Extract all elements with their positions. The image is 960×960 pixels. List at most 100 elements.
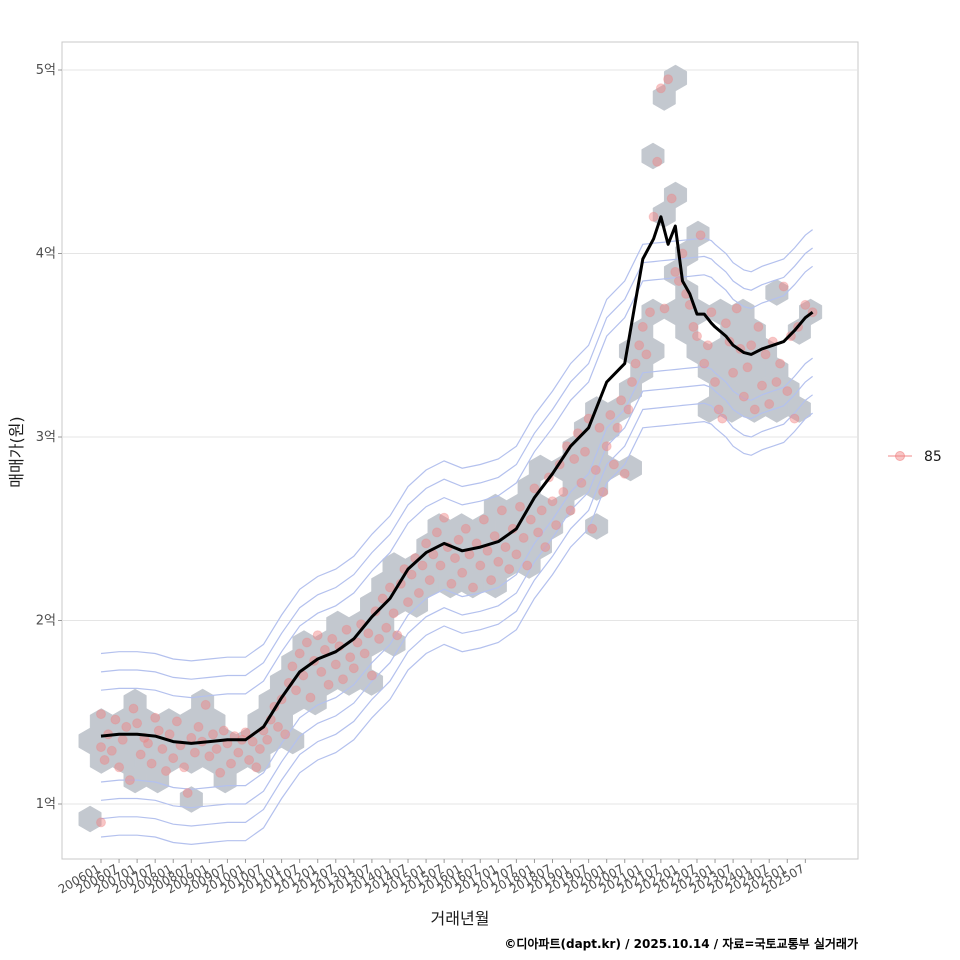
scatter-point [717,413,728,424]
scatter-point [99,755,110,765]
scatter-point [124,775,135,786]
scatter-point [168,753,179,764]
scatter-point [630,358,641,369]
source-caption: ©디아파트(dapt.kr) / 2025.10.14 / 자료=국토교통부 실… [504,936,858,951]
scatter-point [388,608,399,619]
hex-bin [787,396,811,423]
scatter-point [164,729,175,740]
scatter-point [518,532,529,543]
legend-label: 85 [924,449,942,465]
scatter-point [215,767,226,778]
scatter-point [413,588,424,598]
scatter-point [731,303,742,314]
scatter-point [323,679,334,690]
scatter-point [565,505,576,516]
scatter-point [666,193,677,204]
density-contour [100,265,813,699]
scatter-point [247,736,258,747]
scatter-point [338,674,348,685]
legend: 85 [888,449,942,465]
hex-bin [585,513,609,540]
scatter-point [453,534,464,545]
hex-bin [78,805,102,833]
scatter-point [114,762,125,773]
scatter-point [110,714,121,725]
scatter-point [659,303,670,314]
scatter-point [287,661,298,672]
scatter-point [186,732,197,743]
scatter-point [486,575,497,586]
hex-bin [179,786,203,813]
trend-line-layer [100,215,814,745]
scatter-point [702,340,713,351]
scatter-point [500,542,511,553]
scatter-point [218,725,229,736]
scatter-point [345,652,356,663]
y-tick-label: 3억 [36,430,56,445]
scatter-point [153,725,164,736]
scatter-point [146,758,157,769]
scatter-point [522,560,533,571]
scatter-point [319,644,330,655]
hex-bin [686,220,710,248]
scatter-point [301,637,312,648]
scatter-point [623,404,634,415]
scatter-point [764,399,775,409]
scatter-point [482,545,493,556]
scatter-point [96,817,106,828]
hex-bin [202,708,226,735]
scatter-point [392,630,403,641]
scatter-point [171,716,182,727]
scatter-point [251,762,262,773]
scatter-point [529,483,540,494]
scatter-point [385,582,395,593]
scatter-point [778,281,789,292]
scatter-point [569,454,580,464]
scatter-point [457,567,468,578]
scatter-point [327,633,338,644]
scatter-point [771,377,782,387]
scatter-point [280,729,291,740]
scatter-point [204,751,215,762]
scatter-point [612,422,623,433]
scatter-point [377,593,388,604]
scatter-point [189,747,200,758]
scatter-point [352,637,363,648]
scatter-point [208,729,218,740]
scatter-point [244,755,255,765]
scatter-point [663,74,674,85]
scatter-point [262,734,273,745]
hex-bin [641,142,665,170]
scatter-point [121,721,132,732]
trend-line [100,215,814,745]
scatter-point [316,666,327,677]
scatter-point [738,391,749,402]
density-contours [100,229,813,846]
scatter-point [652,156,663,167]
scatter-point [699,358,710,369]
scatter-point [511,549,522,560]
scatter-point [341,624,352,635]
scatter-point [598,487,609,497]
density-contour [100,412,813,846]
y-tick-label: 4억 [36,247,56,262]
scatter-point [254,744,265,754]
scatter-point [558,487,569,497]
scatter-point [775,358,786,369]
scatter-point [475,560,486,571]
hex-bin [765,279,789,306]
scatter-point [533,527,544,538]
scatter-point [645,307,655,318]
scatter-point [128,703,139,714]
scatter-point [291,685,301,696]
scatter-point [132,718,143,729]
scatter-point [576,477,587,488]
scatter-point [460,523,471,534]
scatter-point [421,538,432,549]
scatter-point [435,560,446,571]
scatter-point [294,648,305,659]
scatter-point [233,747,244,758]
hex-bin [641,337,665,365]
